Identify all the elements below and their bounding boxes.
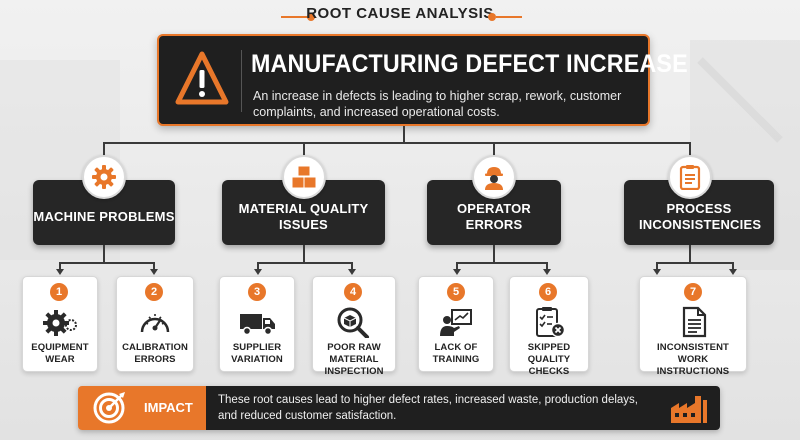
header-dot-right: [488, 13, 496, 21]
impact-label-section: IMPACT: [78, 386, 206, 430]
cause-label: EQUIPMENT WEAR: [31, 342, 89, 365]
category-icon-circle: [472, 155, 516, 199]
connector-down: [689, 245, 691, 263]
cause-label: POOR RAW MATERIAL INSPECTION: [324, 342, 384, 377]
arrow-down: [254, 269, 262, 275]
category-icon-circle: [82, 155, 126, 199]
document-icon: [682, 306, 707, 338]
connector-stub: [732, 262, 734, 270]
presenter-icon: [440, 309, 472, 336]
category-label: MACHINE PROBLEMS: [33, 208, 175, 224]
cause-number-badge: 4: [344, 283, 362, 301]
arrow-down: [348, 269, 356, 275]
category-box-operator: OPERATOR ERRORS: [427, 180, 561, 245]
connector-cat-4: [689, 142, 691, 156]
arrow-down: [729, 269, 737, 275]
connector-cat-3: [493, 142, 495, 156]
category-label: PROCESS INCONSISTENCIES: [639, 200, 762, 232]
problem-title: MANUFACTURING DEFECT INCREASE: [251, 50, 688, 78]
cause-label: CALIBRATION ERRORS: [122, 342, 188, 365]
category-label: OPERATOR ERRORS: [456, 200, 532, 232]
problem-divider: [241, 50, 242, 112]
gears-icon: [43, 310, 77, 336]
arrow-down: [453, 269, 461, 275]
connector-down: [493, 245, 495, 263]
connector-cat-2: [303, 142, 305, 156]
category-label: MATERIAL QUALITY ISSUES: [238, 200, 369, 232]
cause-label: SKIPPED QUALITY CHECKS: [527, 342, 571, 377]
impact-bar: IMPACT These root causes lead to higher …: [78, 386, 720, 430]
header-title: ROOT CAUSE ANALYSIS: [306, 5, 494, 22]
arrow-down: [653, 269, 661, 275]
factory-icon: [671, 396, 707, 423]
impact-label: IMPACT: [144, 400, 193, 415]
cause-label: LACK OF TRAINING: [432, 342, 480, 365]
magnify-box-icon: [337, 307, 369, 338]
connector-split: [257, 262, 353, 264]
impact-text-section: These root causes lead to higher defect …: [206, 386, 720, 430]
problem-description: An increase in defects is leading to hig…: [253, 89, 622, 119]
cause-number-badge: 6: [539, 283, 557, 301]
connector-stub: [656, 262, 658, 270]
connector-stub: [351, 262, 353, 270]
connector-down: [103, 245, 105, 263]
connector-split: [656, 262, 734, 264]
arrow-down: [56, 269, 64, 275]
checklist-icon: [679, 165, 701, 190]
cause-label: SUPPLIER VARIATION: [231, 342, 283, 365]
connector-cat-1: [103, 142, 105, 156]
clipboard-x-icon: [536, 307, 566, 338]
connector-split: [456, 262, 548, 264]
gauge-icon: [140, 314, 170, 333]
header-line-left: [281, 16, 307, 18]
connector-stub: [546, 262, 548, 270]
boxes-icon: [291, 165, 317, 189]
problem-box: MANUFACTURING DEFECT INCREASE An increas…: [157, 34, 688, 126]
connector-stub: [153, 262, 155, 270]
target-icon: [93, 392, 125, 424]
category-box-material: MATERIAL QUALITY ISSUES: [222, 180, 385, 245]
connector-stub: [59, 262, 61, 270]
category-icon-circle: [282, 155, 326, 199]
warning-icon: [175, 51, 229, 105]
category-icon-circle: [668, 155, 712, 199]
connector-main-down: [403, 126, 405, 143]
header: ROOT CAUSE ANALYSIS: [0, 5, 800, 27]
arrow-down: [543, 269, 551, 275]
cause-number-badge: 5: [447, 283, 465, 301]
cause-label: INCONSISTENT WORK INSTRUCTIONS: [656, 342, 730, 377]
impact-text: These root causes lead to higher defect …: [218, 394, 638, 422]
truck-icon: [240, 314, 275, 336]
connector-down: [303, 245, 305, 263]
connector-horizontal: [103, 142, 691, 144]
cause-number-badge: 1: [50, 283, 68, 301]
header-line-right: [496, 16, 522, 18]
cause-number-badge: 7: [684, 283, 702, 301]
cause-number-badge: 2: [145, 283, 163, 301]
cause-number-badge: 3: [248, 283, 266, 301]
worker-icon: [485, 167, 503, 190]
connector-stub: [257, 262, 259, 270]
gear-icon: [92, 165, 116, 189]
header-dot-left: [307, 13, 315, 21]
connector-split: [59, 262, 155, 264]
connector-stub: [456, 262, 458, 270]
arrow-down: [150, 269, 158, 275]
